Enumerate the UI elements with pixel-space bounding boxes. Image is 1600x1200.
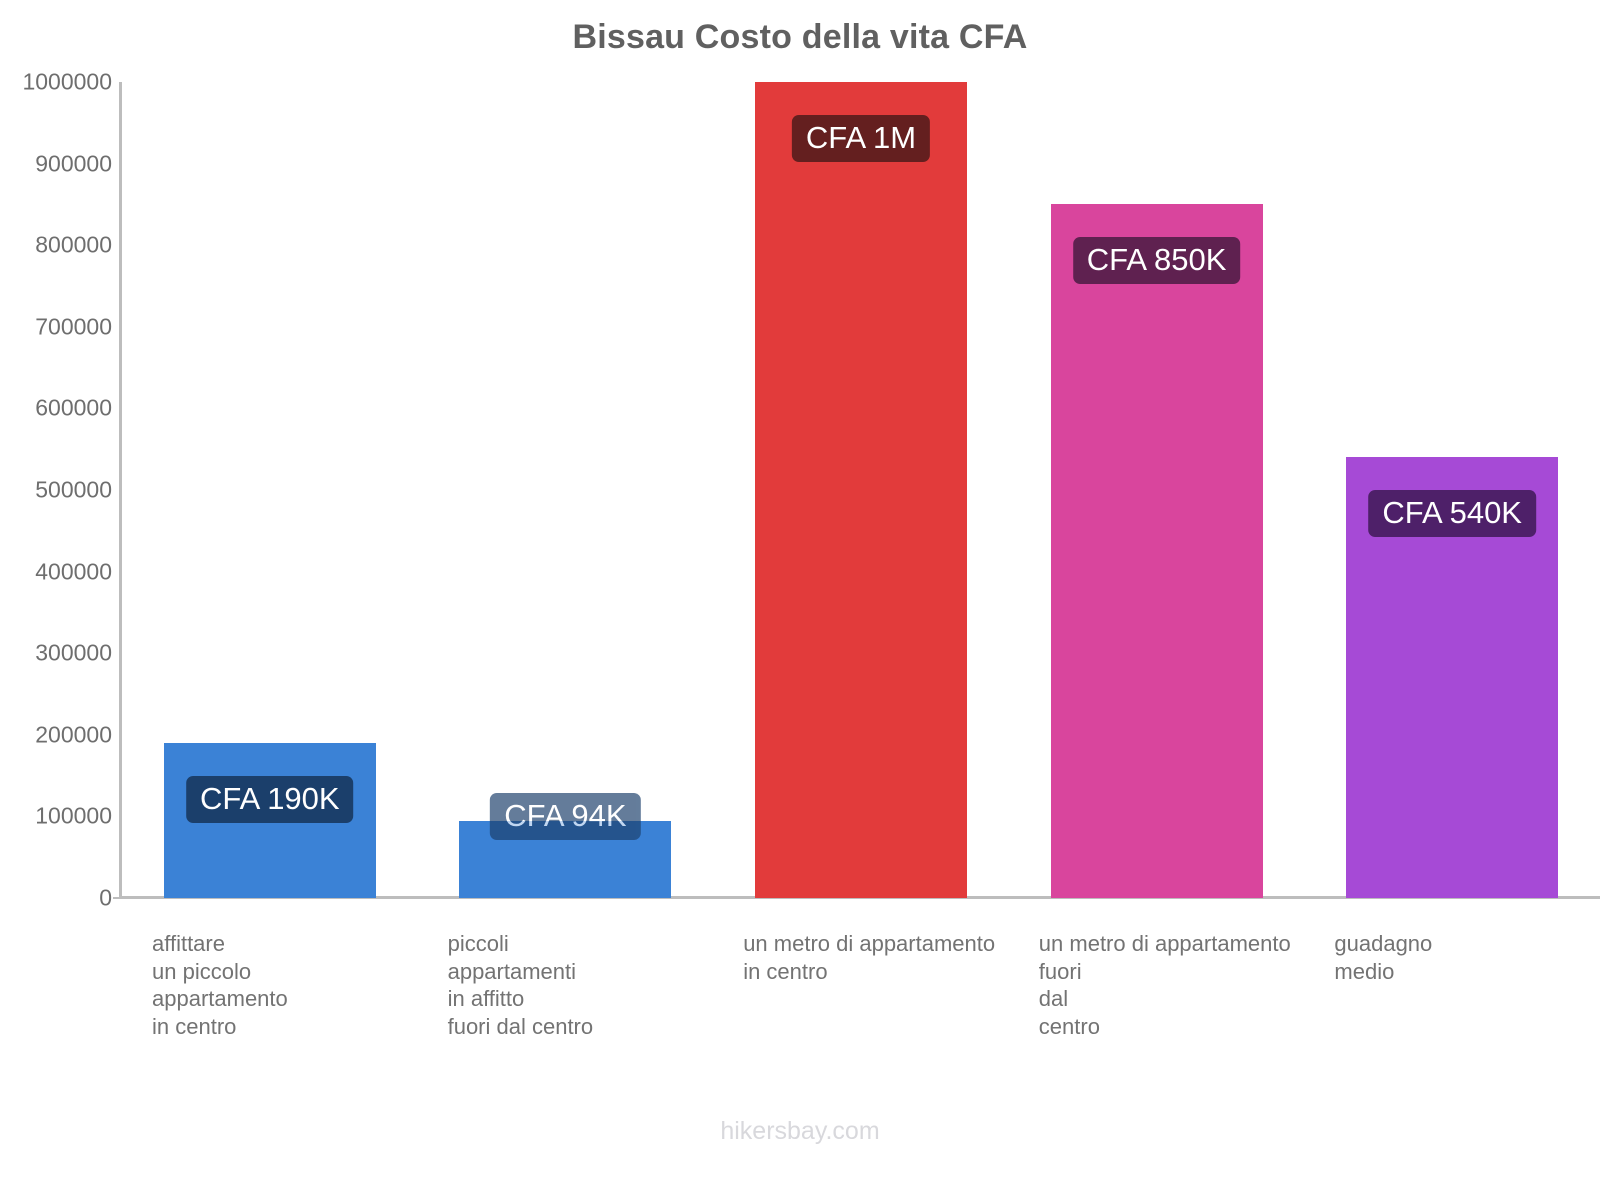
x-axis-category-label: piccoli appartamenti in affitto fuori dal c…	[448, 930, 594, 1040]
y-axis-tick-label: 400000	[35, 558, 112, 585]
y-axis-tick-mark	[113, 897, 122, 899]
bar-value-label: CFA 850K	[1072, 237, 1241, 285]
x-axis-category-label-line: un piccolo	[152, 958, 252, 984]
x-axis-category-label-line: centro	[1038, 1013, 1100, 1039]
x-axis-category-label-line: dal	[1038, 986, 1069, 1011]
x-axis-category-label-line: fuori dal centro	[447, 1013, 594, 1039]
y-axis-tick-label: 500000	[35, 476, 112, 503]
x-axis-category-label-line: in affitto	[447, 986, 525, 1011]
bar-value-label: CFA 190K	[186, 775, 354, 823]
x-axis-category-label-line: un metro di appartamento	[743, 931, 996, 956]
chart-title: Bissau Costo della vita CFA	[572, 18, 1028, 56]
x-axis-category-label-line: affittare	[152, 931, 225, 956]
y-axis-tick-label: 800000	[35, 231, 112, 258]
bar[interactable]	[755, 82, 967, 898]
x-axis-category-label: un metro di appartamento in centro	[743, 930, 995, 985]
y-axis-tick-label: 200000	[35, 721, 112, 748]
y-axis-tick-label: 1000000	[22, 68, 112, 95]
x-axis-category-label-line: in centro	[152, 1013, 237, 1039]
bar-value-label: CFA 1M	[791, 115, 931, 162]
x-axis-category-label-line: fuori	[1038, 958, 1082, 984]
y-axis-tick-label: 0	[99, 884, 112, 911]
y-axis-tick-label: 600000	[35, 394, 112, 421]
x-axis-category-label-line: medio	[1334, 958, 1395, 984]
x-axis-category-label-line: appartamenti	[447, 958, 577, 984]
x-axis-category-label-line: piccoli	[447, 931, 509, 956]
y-axis: 0 100000 200000 300000 400000 500000 600000 700…	[0, 0, 112, 1200]
y-axis-tick-label: 700000	[35, 313, 112, 340]
bar-value-label: CFA 540K	[1368, 490, 1536, 538]
plot-area: CFA 190K CFA 94K CFA 1M CFA 850K CFA 540K	[122, 82, 1600, 898]
x-axis-category-label: un metro di appartamento fuori dal centro	[1039, 930, 1291, 1040]
watermark: hikersbay.com	[720, 1117, 880, 1145]
y-axis-line	[119, 82, 122, 899]
x-axis-category-label-line: guadagno	[1334, 931, 1433, 956]
y-axis-tick-label: 300000	[35, 639, 112, 666]
y-axis-tick-label: 900000	[35, 150, 112, 177]
x-axis-category-label-line: in centro	[743, 958, 828, 984]
x-axis-category-label: guadagno medio	[1334, 930, 1432, 985]
x-axis-category-label-line: appartamento	[152, 986, 288, 1011]
bar-value-label: CFA 94K	[490, 793, 641, 841]
x-axis-category-label: affittare un piccolo appartamento in centro	[152, 930, 288, 1040]
y-axis-tick-label: 100000	[35, 802, 112, 829]
x-axis-category-label-line: un metro di appartamento	[1038, 931, 1291, 956]
bar[interactable]	[1050, 204, 1263, 898]
